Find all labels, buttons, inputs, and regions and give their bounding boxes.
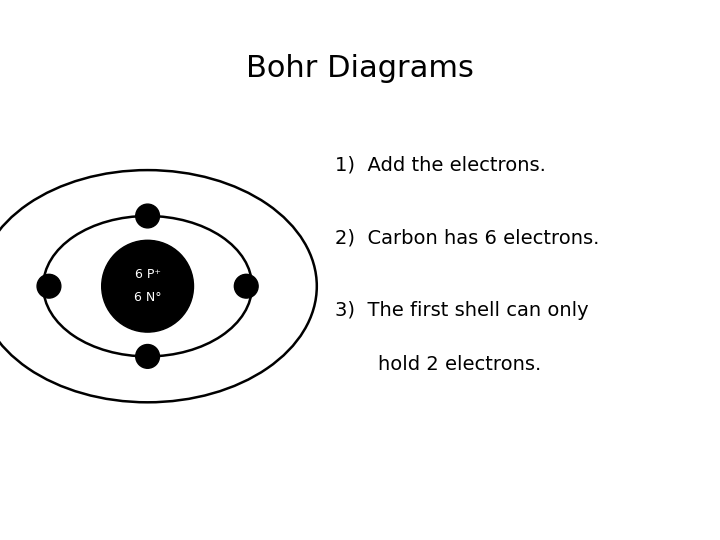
Text: 3)  The first shell can only: 3) The first shell can only xyxy=(335,301,588,320)
Circle shape xyxy=(135,204,160,228)
Text: Bohr Diagrams: Bohr Diagrams xyxy=(246,54,474,83)
Text: 6 P⁺: 6 P⁺ xyxy=(135,268,161,281)
Text: 6 N°: 6 N° xyxy=(134,291,161,304)
Circle shape xyxy=(135,345,160,368)
Text: 1)  Add the electrons.: 1) Add the electrons. xyxy=(335,155,546,174)
Circle shape xyxy=(235,274,258,298)
Text: hold 2 electrons.: hold 2 electrons. xyxy=(378,355,541,374)
Circle shape xyxy=(102,240,194,332)
Text: 2)  Carbon has 6 electrons.: 2) Carbon has 6 electrons. xyxy=(335,228,599,247)
Circle shape xyxy=(37,274,60,298)
